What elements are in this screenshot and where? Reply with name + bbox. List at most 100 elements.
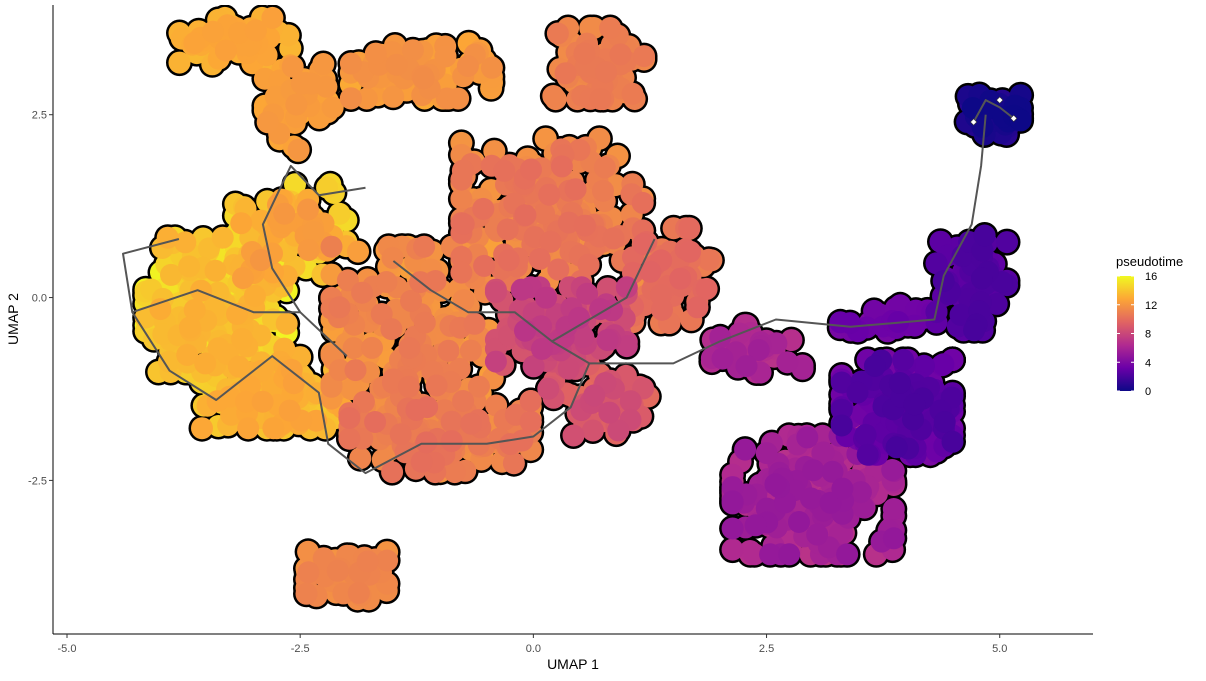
cell-point bbox=[831, 477, 854, 500]
cell-point bbox=[413, 235, 436, 258]
cell-point bbox=[539, 230, 562, 253]
cell-point bbox=[380, 318, 403, 341]
cell-point bbox=[339, 87, 362, 110]
cell-point bbox=[405, 399, 428, 421]
cell-point bbox=[251, 390, 274, 413]
cell-point bbox=[788, 511, 810, 533]
cell-point bbox=[595, 61, 617, 84]
cell-point bbox=[932, 353, 955, 376]
cell-point bbox=[839, 312, 861, 335]
cell-point bbox=[256, 111, 279, 134]
cell-point bbox=[228, 21, 251, 44]
x-tick-label: 5.0 bbox=[992, 643, 1007, 655]
cell-point bbox=[1009, 109, 1032, 132]
cell-point bbox=[249, 249, 272, 272]
cell-point bbox=[230, 212, 253, 235]
cell-point bbox=[598, 401, 621, 424]
cell-point bbox=[537, 377, 560, 400]
cell-point bbox=[812, 441, 835, 464]
cell-point bbox=[538, 183, 561, 206]
cell-point bbox=[381, 461, 404, 484]
cell-point bbox=[619, 390, 642, 413]
cell-point bbox=[351, 281, 374, 304]
cell-point bbox=[542, 85, 565, 107]
cell-point bbox=[932, 270, 955, 292]
cell-point bbox=[361, 336, 383, 359]
cell-point bbox=[459, 339, 482, 362]
trajectory-path bbox=[972, 99, 1015, 123]
cell-point bbox=[339, 52, 362, 75]
cell-point bbox=[885, 436, 908, 459]
cell-point bbox=[447, 87, 470, 110]
cell-point bbox=[881, 459, 904, 481]
cell-point bbox=[211, 226, 234, 249]
cell-point bbox=[480, 56, 503, 79]
cell-point bbox=[397, 375, 420, 398]
cell-point bbox=[721, 517, 744, 540]
cell-point bbox=[472, 197, 495, 220]
cell-point bbox=[721, 490, 744, 513]
cell-point bbox=[514, 319, 536, 342]
cell-point bbox=[300, 72, 323, 95]
cell-point bbox=[284, 173, 306, 196]
cell-point bbox=[547, 258, 570, 281]
cell-point bbox=[347, 581, 370, 604]
cell-point bbox=[593, 156, 616, 179]
cell-point bbox=[220, 403, 243, 426]
cell-point bbox=[176, 343, 199, 366]
cell-point bbox=[237, 417, 260, 440]
cell-point bbox=[281, 55, 304, 78]
cell-point bbox=[554, 62, 577, 85]
cell-point bbox=[297, 198, 319, 221]
cell-point bbox=[535, 286, 557, 309]
cell-point bbox=[499, 433, 522, 456]
cell-point bbox=[389, 423, 412, 446]
cell-point bbox=[778, 543, 801, 566]
x-axis-title: UMAP 1 bbox=[547, 656, 599, 672]
cell-point bbox=[168, 51, 191, 74]
cell-point bbox=[364, 42, 387, 65]
cell-point bbox=[328, 359, 351, 382]
cell-point bbox=[473, 254, 496, 277]
cell-point bbox=[183, 298, 206, 321]
cell-point bbox=[328, 296, 351, 319]
cell-point bbox=[522, 355, 545, 378]
cell-point bbox=[443, 461, 466, 484]
cell-point bbox=[882, 527, 905, 550]
cell-point bbox=[398, 337, 421, 359]
cell-point bbox=[434, 45, 457, 68]
cell-point bbox=[546, 22, 569, 45]
root-node-marker bbox=[996, 96, 1004, 104]
cell-point bbox=[375, 271, 398, 293]
y-tick-label: 2.5 bbox=[32, 110, 47, 122]
cell-point bbox=[191, 417, 213, 440]
cell-point bbox=[160, 263, 182, 286]
cell-point bbox=[440, 410, 463, 433]
trajectory-path bbox=[122, 238, 591, 475]
cell-point bbox=[467, 375, 490, 398]
cell-point bbox=[285, 93, 308, 116]
cell-point bbox=[633, 45, 655, 68]
cell-point bbox=[261, 6, 284, 29]
cell-point bbox=[297, 561, 320, 584]
cell-point bbox=[275, 312, 298, 335]
x-tick-label: 2.5 bbox=[759, 643, 774, 655]
cell-point bbox=[686, 296, 709, 319]
root-node-marker bbox=[969, 118, 978, 126]
cell-point bbox=[589, 298, 612, 321]
cell-point bbox=[519, 390, 542, 412]
cell-point bbox=[320, 375, 343, 398]
cell-point bbox=[332, 582, 355, 605]
cell-point bbox=[413, 311, 436, 334]
cell-point bbox=[669, 267, 692, 290]
cell-point bbox=[355, 87, 378, 110]
cell-point bbox=[214, 39, 237, 62]
cell-point bbox=[510, 278, 533, 301]
cell-point bbox=[903, 393, 926, 416]
cell-point bbox=[596, 329, 619, 351]
cell-point bbox=[295, 582, 318, 605]
cell-point bbox=[385, 53, 408, 76]
cell-point bbox=[336, 269, 359, 292]
root-node-marker bbox=[1010, 114, 1018, 122]
cell-point bbox=[596, 277, 619, 300]
